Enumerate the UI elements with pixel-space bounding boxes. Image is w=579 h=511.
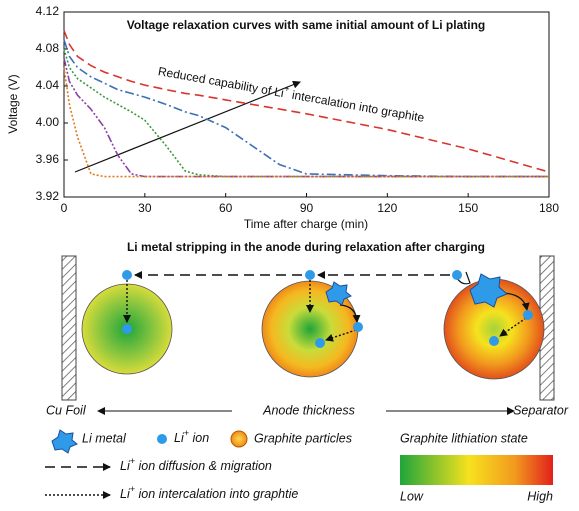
li-ion <box>523 310 533 320</box>
legend-label: Li+ ion <box>174 428 209 445</box>
series-line <box>64 68 549 177</box>
y-tick-label: 4.00 <box>36 115 60 129</box>
legend-graphite <box>231 431 247 447</box>
li-ion <box>489 336 499 346</box>
chart-title: Voltage relaxation curves with same init… <box>127 18 486 32</box>
legend-text: ion diffusion & migration <box>135 459 272 473</box>
li-ion <box>353 322 363 332</box>
li-ion <box>305 270 315 280</box>
legend-label: Li+ ion diffusion & migration <box>120 456 272 473</box>
separator-label: Separator <box>513 403 569 417</box>
color-bar-high: High <box>527 489 553 503</box>
cu-foil-label: Cu Foil <box>46 403 87 417</box>
x-tick-label: 0 <box>61 201 68 215</box>
y-tick-label: 3.96 <box>36 152 60 166</box>
legend-label: Graphite lithiation state <box>400 431 528 445</box>
annotation-text: intercalation into graphite <box>288 87 426 125</box>
x-tick-label: 150 <box>458 201 478 215</box>
x-tick-label: 180 <box>539 201 559 215</box>
x-tick-label: 120 <box>377 201 397 215</box>
legend-text: ion <box>189 431 209 445</box>
li-ion <box>122 324 132 334</box>
series-line <box>64 58 549 176</box>
legend-label: Li+ ion intercalation into graphtie <box>120 484 298 501</box>
x-axis-title: Time after charge (min) <box>244 217 368 231</box>
series-line <box>64 49 549 177</box>
annotation-text: Reduced capability of Li <box>157 64 285 100</box>
legend-label: Graphite particles <box>254 431 352 445</box>
legend-label: Li metal <box>82 431 127 445</box>
plot-frame <box>64 12 549 197</box>
x-tick-label: 90 <box>300 201 314 215</box>
li-ion <box>122 270 132 280</box>
x-tick-label: 60 <box>219 201 233 215</box>
legend-li-ion <box>157 434 167 444</box>
legend-li-metal <box>52 430 77 453</box>
y-axis-title: Voltage (V) <box>6 74 20 133</box>
y-tick-label: 4.08 <box>36 41 60 55</box>
color-bar-low: Low <box>400 489 424 503</box>
legend-text: ion intercalation into graphtie <box>135 487 298 501</box>
annotation-arrow <box>75 82 300 172</box>
cu-foil <box>62 256 76 400</box>
y-tick-label: 3.92 <box>36 189 60 203</box>
x-tick-label: 30 <box>138 201 152 215</box>
y-tick-label: 4.04 <box>36 78 60 92</box>
diagram-title: Li metal stripping in the anode during r… <box>127 240 485 254</box>
plot-area: 3.92 3.96 4.00 4.04 4.08 4.12 0 30 60 90 120 150 180 <box>36 4 560 215</box>
series-line <box>64 40 549 177</box>
li-ion <box>315 338 325 348</box>
y-tick-label: 4.12 <box>36 4 60 18</box>
color-bar <box>400 455 553 485</box>
li-ion <box>452 270 462 280</box>
thickness-label: Anode thickness <box>262 403 355 417</box>
figure: Voltage relaxation curves with same init… <box>0 0 579 511</box>
